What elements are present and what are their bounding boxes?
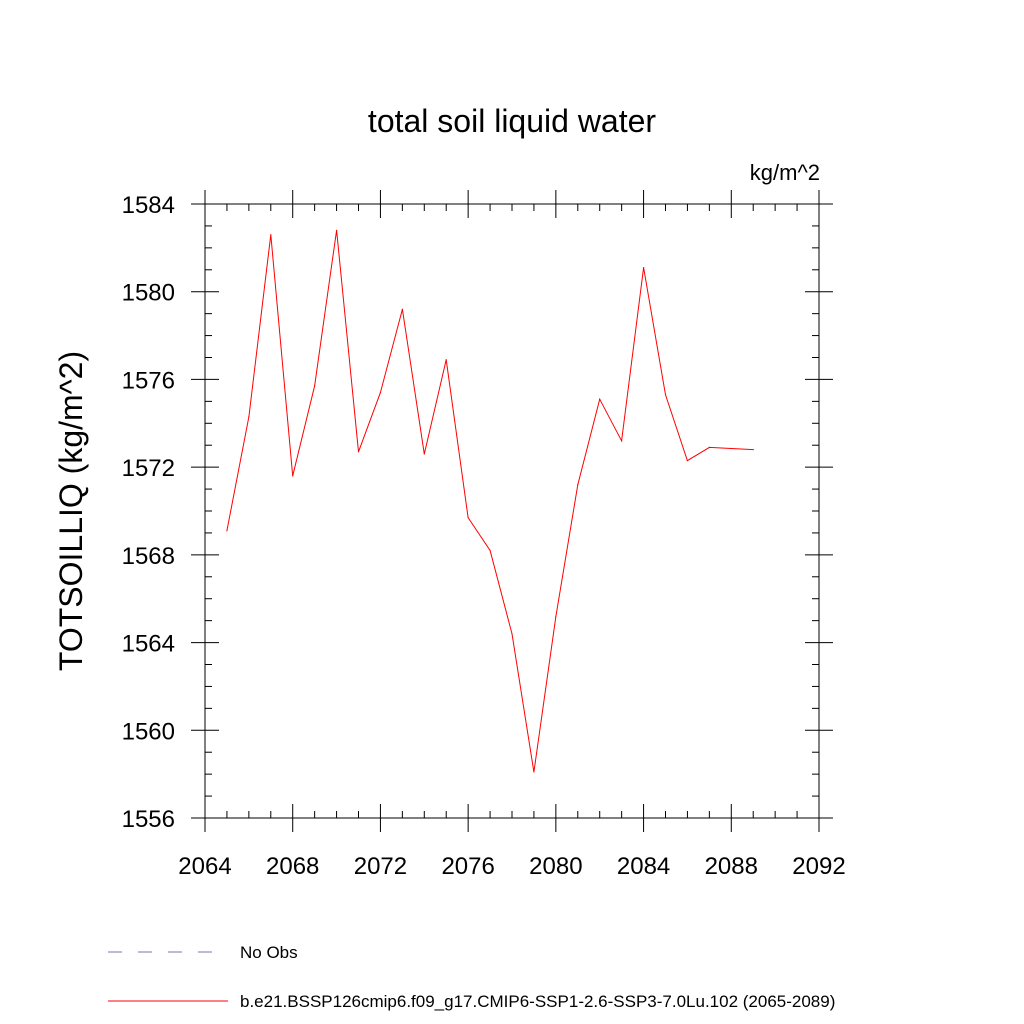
data-point (511, 633, 513, 635)
x-tick-label: 2092 (792, 853, 845, 880)
units-label: kg/m^2 (750, 160, 820, 185)
y-tick-label: 1580 (122, 280, 175, 307)
data-point (708, 446, 710, 449)
data-point (642, 266, 645, 269)
data-point (664, 394, 667, 396)
y-tick-label: 1568 (122, 543, 175, 570)
data-point (577, 484, 579, 486)
y-tick-label: 1572 (122, 455, 175, 482)
data-point (730, 447, 732, 450)
data-point (314, 385, 316, 387)
data-point (489, 549, 491, 552)
data-point (270, 234, 272, 236)
data-point (621, 440, 623, 442)
x-axis: 2064 2068 2072 2076 2080 2084 2088 2092 (178, 190, 846, 880)
y-tick-label: 1584 (122, 192, 175, 219)
x-tick-label: 2072 (354, 853, 407, 880)
y-tick-label: 1564 (122, 631, 175, 658)
x-tick-label: 2076 (441, 853, 494, 880)
plot-frame (204, 203, 820, 819)
data-point (292, 475, 294, 477)
y-axis-label: TOTSOILLIQ (kg/m^2) (53, 351, 89, 671)
x-tick-label: 2068 (266, 853, 319, 880)
legend-label: b.e21.BSSP126cmip6.f09_g17.CMIP6-SSP1-2.… (240, 992, 835, 1011)
data-point (357, 451, 360, 453)
x-tick-label: 2084 (617, 853, 670, 880)
legend: No Obs b.e21.BSSP126cmip6.f09_g17.CMIP6-S… (108, 943, 835, 1011)
legend-label: No Obs (240, 943, 298, 962)
data-point (379, 391, 382, 394)
data-point (445, 359, 447, 361)
data-point (335, 229, 338, 231)
data-point (599, 398, 601, 400)
series-layer (226, 229, 754, 773)
x-tick-label: 2064 (178, 853, 231, 880)
x-tick-label: 2080 (529, 853, 582, 880)
y-tick-label: 1556 (122, 806, 175, 833)
x-tick-label: 2088 (705, 853, 758, 880)
data-point (686, 459, 689, 462)
data-point (423, 453, 425, 455)
data-point (752, 449, 754, 451)
data-point (533, 771, 535, 773)
data-point (467, 516, 469, 519)
series-line (226, 230, 754, 773)
data-point (401, 308, 403, 310)
y-tick-label: 1576 (122, 367, 175, 394)
y-tick-label: 1560 (122, 718, 175, 745)
chart-title: total soil liquid water (368, 103, 656, 139)
data-point (555, 615, 557, 617)
data-point (248, 416, 250, 418)
y-axis: 1556 1560 1564 1568 1572 1576 1580 1584 (122, 192, 833, 833)
data-point (226, 530, 228, 532)
